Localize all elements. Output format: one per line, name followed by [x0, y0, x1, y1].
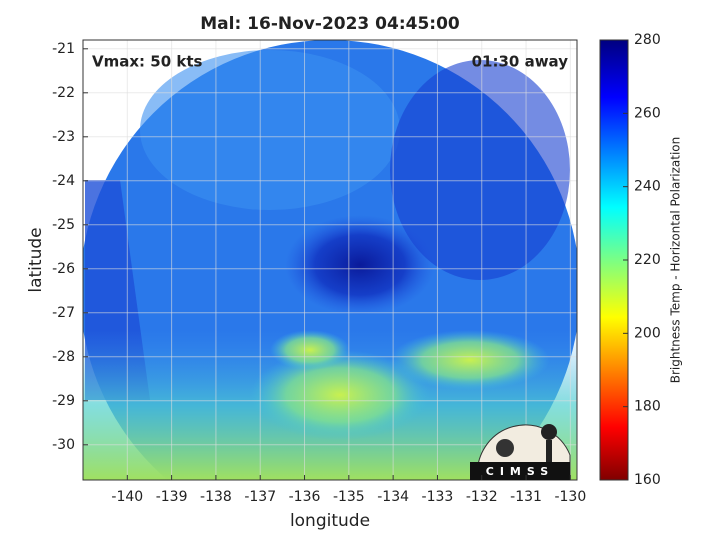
y-tick-label: -26 — [52, 261, 75, 277]
logo-text: CIMSS — [486, 465, 554, 478]
x-axis-label: longitude — [290, 511, 370, 531]
colorbar-label: Brightness Temp - Horizontal Polarizatio… — [669, 137, 683, 384]
colorbar-tick-label: 200 — [634, 325, 661, 341]
x-tick-label: -133 — [422, 489, 454, 505]
colorbar-tick-label: 220 — [634, 252, 661, 268]
x-tick-label: -139 — [156, 489, 188, 505]
colorbar-tick-label: 240 — [634, 179, 661, 195]
x-tick-label: -135 — [333, 489, 365, 505]
x-tick-label: -138 — [200, 489, 232, 505]
y-tick-label: -24 — [52, 173, 75, 189]
y-axis-label: latitude — [26, 227, 46, 292]
colorbar-tick-label: 260 — [634, 105, 661, 121]
chart-title: Mal: 16-Nov-2023 04:45:00 — [200, 14, 460, 34]
y-tick-label: -22 — [52, 85, 75, 101]
y-tick-label: -23 — [52, 129, 75, 145]
y-tick-label: -21 — [52, 41, 75, 57]
x-tick-label: -134 — [377, 489, 409, 505]
cimss-logo: CIMSS — [470, 424, 571, 481]
grid — [83, 40, 577, 480]
annotation: Vmax: 50 kts — [92, 53, 202, 71]
annotation: 01:30 away — [472, 53, 569, 71]
colorbar-tick-label: 160 — [634, 472, 661, 488]
y-tick-label: -30 — [52, 437, 75, 453]
y-tick-label: -28 — [52, 349, 75, 365]
y-tick-label: -29 — [52, 393, 75, 409]
colorbar-tick-label: 180 — [634, 399, 661, 415]
x-tick-label: -132 — [466, 489, 498, 505]
y-tick-label: -25 — [52, 217, 75, 233]
x-tick-label: -131 — [510, 489, 542, 505]
y-tick-label: -27 — [52, 305, 75, 321]
satellite-image — [83, 40, 577, 480]
x-tick-label: -137 — [244, 489, 276, 505]
x-tick-label: -130 — [554, 489, 586, 505]
x-tick-label: -136 — [289, 489, 321, 505]
x-tick-label: -140 — [111, 489, 143, 505]
plot-frame — [82, 39, 578, 481]
colorbar-tick-label: 280 — [634, 32, 661, 48]
